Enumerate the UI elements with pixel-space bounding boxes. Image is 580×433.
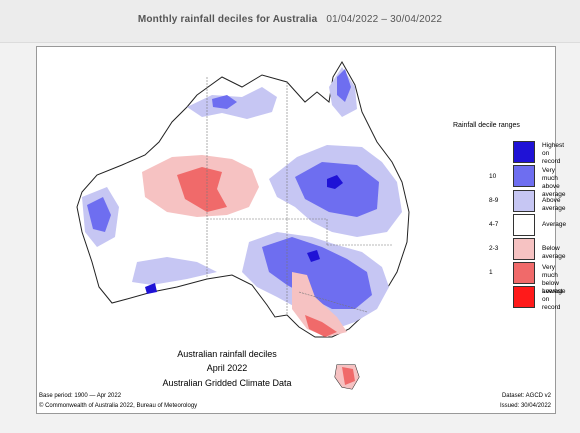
legend-label-lowest: Lowest on record <box>542 288 563 311</box>
map-caption-dataset: Australian Gridded Climate Data <box>162 378 292 388</box>
legend-swatch-very-much-below <box>513 262 535 284</box>
very-much-below-average-region <box>305 315 337 337</box>
header-bar: Monthly rainfall deciles for Australia 0… <box>0 0 580 43</box>
title-text: Monthly rainfall deciles for Australia <box>137 14 318 25</box>
legend-swatch-very-much-above <box>513 165 535 187</box>
legend-label-highest: Highest on record <box>542 142 565 165</box>
map-figure: Rainfall decile ranges Highest on record … <box>36 46 566 414</box>
legend-decile-2-3: 2-3 <box>489 245 499 252</box>
highest-on-record-region <box>307 250 320 262</box>
date-range: 01/04/2022 – 30/04/2022 <box>326 14 443 25</box>
legend-decile-1: 1 <box>489 269 493 276</box>
page-title: Monthly rainfall deciles for Australia 0… <box>0 14 580 25</box>
very-much-above-average-region <box>87 197 111 232</box>
below-average-region <box>292 272 347 337</box>
legend-label-above: Above average <box>542 197 566 212</box>
dataset-label: Dataset: AGCD v2 <box>501 393 551 399</box>
copyright-text: © Commonwealth of Australia 2022, Bureau… <box>39 403 198 409</box>
base-period: Base period: 1900 — Apr 2022 <box>39 393 122 399</box>
very-much-above-average-region <box>295 162 379 217</box>
legend-label-very-much-below: Very much below average <box>542 264 566 295</box>
legend-swatch-highest <box>513 141 535 163</box>
legend-swatch-above <box>513 190 535 212</box>
very-much-below-average-region <box>342 367 355 385</box>
above-average-region <box>132 257 217 285</box>
highest-on-record-region <box>145 283 157 294</box>
australia-rainfall-map <box>76 61 410 390</box>
very-much-above-average-region <box>262 237 372 309</box>
issued-date: Issued: 30/04/2022 <box>499 403 551 409</box>
legend-swatch-average <box>513 214 535 236</box>
legend-title: Rainfall decile ranges <box>453 122 520 129</box>
very-much-above-average-region <box>337 69 351 102</box>
legend-label-below: Below average <box>542 245 566 260</box>
highest-on-record-region <box>327 175 343 189</box>
legend-decile-4-7: 4-7 <box>489 221 499 228</box>
very-much-above-average-region <box>212 95 237 109</box>
very-much-below-average-region <box>177 167 227 212</box>
state-borders <box>206 77 392 315</box>
map-caption-month: April 2022 <box>206 363 248 373</box>
legend-label-average: Average <box>542 221 567 228</box>
legend-swatch-lowest <box>513 286 535 308</box>
legend-label-very-much-above: Very much above average <box>542 167 566 198</box>
legend-swatch-below <box>513 238 535 260</box>
legend-decile-10: 10 <box>489 173 497 180</box>
legend-decile-8-9: 8-9 <box>489 197 499 204</box>
map-caption-title: Australian rainfall deciles <box>177 349 277 359</box>
